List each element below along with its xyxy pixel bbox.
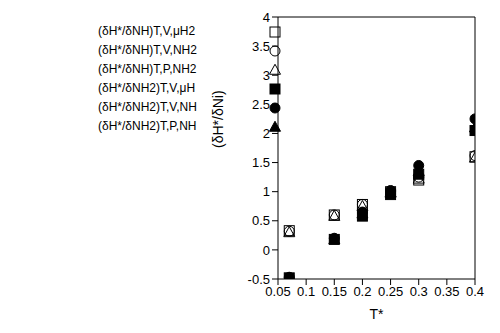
svg-text:T*: T* [370, 306, 385, 322]
svg-text:0.3: 0.3 [410, 284, 428, 299]
svg-text:3: 3 [263, 68, 270, 83]
svg-text:0.5: 0.5 [252, 213, 270, 228]
html-text:(δH*/δNH2)T,V,NH: (δH*/δNH2)T,V,NH [98, 100, 197, 114]
svg-text:2.5: 2.5 [252, 97, 270, 112]
svg-text:0.05: 0.05 [265, 284, 291, 300]
svg-text:3.5: 3.5 [252, 39, 270, 54]
svg-text:0.1: 0.1 [297, 284, 315, 299]
svg-text:1.5: 1.5 [252, 155, 270, 170]
svg-text:-0.5: -0.5 [248, 272, 270, 287]
svg-text:(δH*/δNi): (δH*/δNi) [210, 90, 226, 148]
html-text:(δH*/δNH)T,V,NH2: (δH*/δNH)T,V,NH2 [98, 43, 197, 57]
html-text:(δH*/δNH2)T,P,NH: (δH*/δNH2)T,P,NH [98, 119, 197, 133]
svg-text:0.25: 0.25 [378, 284, 403, 299]
svg-text:0.35: 0.35 [434, 284, 459, 299]
svg-text:2: 2 [263, 126, 270, 141]
svg-text:1: 1 [263, 184, 270, 199]
svg-text:0: 0 [263, 243, 270, 258]
svg-text:0.15: 0.15 [322, 284, 347, 299]
svg-text:4: 4 [263, 10, 270, 25]
html-text:(δH*/δNH2)T,V,μH: (δH*/δNH2)T,V,μH [98, 81, 196, 95]
svg-text:0.4: 0.4 [466, 284, 484, 299]
svg-text:0.2: 0.2 [353, 284, 371, 299]
html-text:(δH*/δNH)T,V,μH2: (δH*/δNH)T,V,μH2 [98, 24, 196, 38]
html-text:(δH*/δNH)T,P,NH2: (δH*/δNH)T,P,NH2 [98, 62, 197, 76]
